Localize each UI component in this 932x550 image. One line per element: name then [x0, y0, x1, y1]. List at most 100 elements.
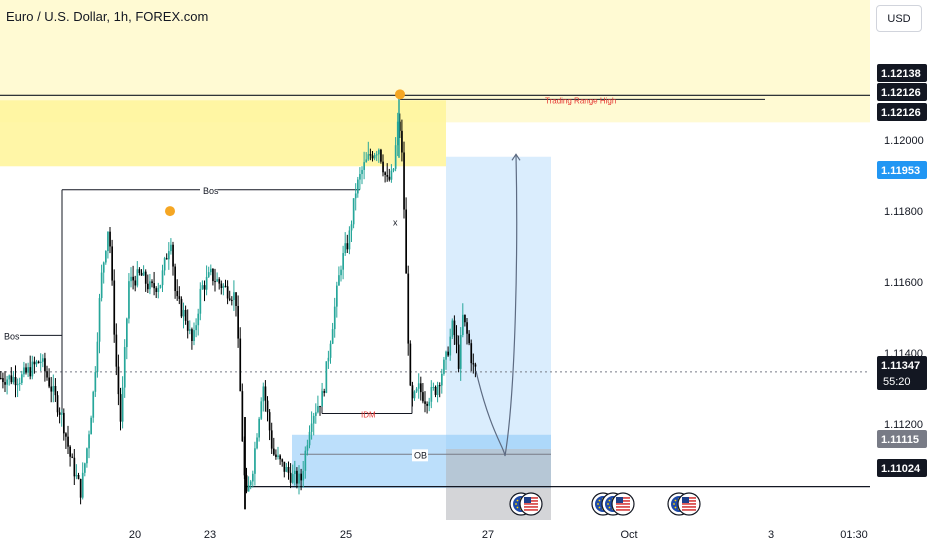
price-badge-label: 1.11115 — [881, 434, 919, 446]
candle-up — [256, 437, 258, 449]
candle-up — [443, 359, 445, 374]
candle-up — [252, 473, 254, 482]
us-flag-stripe — [524, 506, 538, 508]
candle-down — [67, 436, 69, 447]
us-flag-icon[interactable] — [677, 492, 701, 516]
candle-down — [140, 273, 143, 276]
candle-down — [115, 334, 118, 367]
price-badge-bg — [877, 356, 927, 390]
x-tick-label: 23 — [204, 529, 216, 541]
candle-up — [378, 149, 380, 155]
eu-flag-star — [516, 499, 519, 502]
candle-up — [329, 343, 332, 358]
candle-up — [321, 391, 323, 407]
y-tick-label: 1.11800 — [884, 206, 923, 218]
candle-up — [352, 198, 355, 225]
candle-up — [100, 272, 103, 299]
candle-up — [436, 385, 439, 395]
candle-up — [75, 474, 78, 477]
bos-label-bg — [200, 184, 218, 197]
us-flag-stripe — [616, 503, 630, 505]
candle-down — [270, 430, 273, 449]
candle-up — [170, 244, 172, 252]
candle-down — [275, 454, 277, 457]
trading-range-high-label: Trading Range High — [545, 96, 616, 105]
price-badge: 1.11347 55:20 — [877, 356, 927, 390]
price-badge: 1.12126 — [877, 83, 927, 101]
candle-down — [300, 473, 302, 481]
us-flag-stripe — [682, 506, 696, 508]
price-badge-label: 1.12138 — [881, 68, 921, 80]
candle-up — [199, 288, 202, 314]
candle-down — [33, 361, 36, 365]
forecast-arrow-head — [511, 153, 521, 161]
currency-button[interactable]: USD — [876, 5, 922, 32]
candle-up — [249, 481, 252, 486]
candle-up — [462, 314, 464, 335]
candle-up — [31, 361, 34, 377]
candle-up — [396, 121, 399, 146]
us-flag-stripe — [616, 509, 630, 511]
candle-up — [157, 287, 160, 292]
swing-high-marker — [165, 206, 175, 217]
candle-down — [180, 298, 183, 317]
eu-flag-star — [598, 506, 601, 509]
candle-down — [153, 283, 155, 289]
candle-down — [71, 456, 74, 458]
bos-label-upper: Bos — [203, 186, 219, 196]
candle-down — [77, 474, 80, 479]
candle-down — [224, 285, 227, 287]
candle-down — [144, 271, 147, 284]
candle-up — [128, 281, 130, 319]
us-flag-stripe — [524, 503, 538, 505]
candle-down — [212, 268, 214, 282]
candle-down — [401, 130, 403, 153]
candle-down — [109, 231, 111, 247]
candle-down — [287, 466, 290, 473]
candle-down — [273, 448, 275, 455]
candle-down — [46, 371, 48, 378]
candle-up — [39, 361, 42, 363]
candle-down — [371, 155, 374, 159]
candle-down — [424, 401, 426, 404]
us-flag-icon[interactable] — [519, 492, 543, 516]
candle-down — [474, 364, 477, 367]
candle-up — [195, 325, 197, 331]
candle-down — [319, 406, 321, 408]
ob-label: OB — [414, 450, 427, 460]
candle-down — [245, 475, 248, 492]
candle-down — [65, 433, 67, 437]
range-high-marker — [395, 89, 405, 100]
candle-up — [451, 320, 454, 337]
candle-up — [285, 466, 288, 472]
candle-down — [79, 478, 82, 498]
candle-down — [111, 246, 113, 281]
candle-down — [239, 338, 242, 392]
candle-up — [197, 313, 200, 326]
candle-up — [262, 386, 265, 402]
candle-down — [411, 385, 414, 399]
candle-down — [453, 320, 456, 335]
candle-down — [241, 391, 244, 442]
candle-up — [92, 391, 95, 418]
us-flag-icon[interactable] — [611, 492, 635, 516]
candle-down — [119, 394, 122, 422]
candle-up — [340, 269, 342, 276]
candle-up — [367, 154, 370, 160]
candle-down — [191, 329, 193, 341]
x-tick-label: 20 — [129, 529, 141, 541]
candle-up — [344, 243, 347, 254]
candle-up — [375, 154, 378, 156]
candle-up — [168, 251, 170, 260]
candle-down — [178, 296, 181, 299]
candle-down — [407, 273, 410, 344]
eu-flag-star — [608, 499, 611, 502]
candle-down — [235, 292, 237, 306]
eu-flag-star — [515, 503, 517, 505]
candle-up — [413, 391, 416, 399]
candle-up — [348, 230, 351, 250]
candle-down — [132, 276, 134, 281]
candle-up — [149, 281, 151, 290]
